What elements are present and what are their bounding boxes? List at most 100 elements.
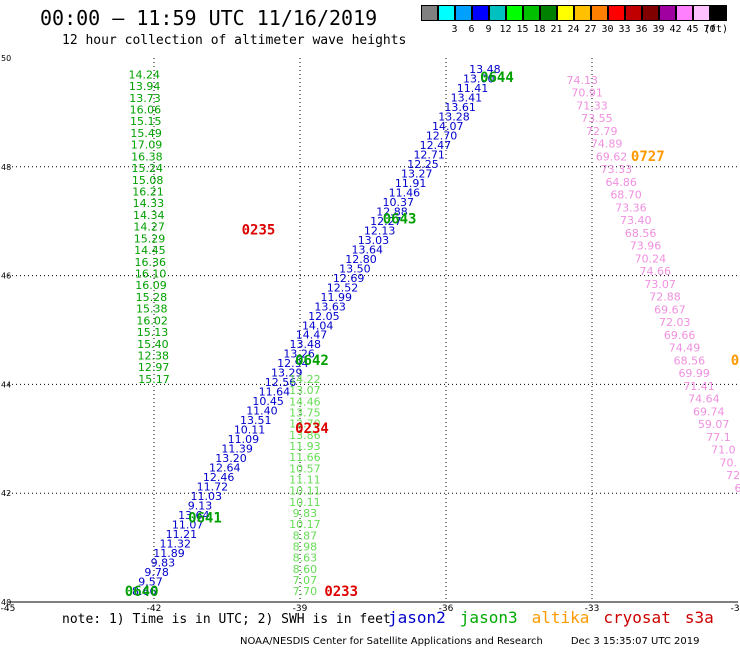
wave-height-value: 13.48 [469, 63, 501, 76]
wave-height-value: 68.56 [625, 227, 657, 240]
wave-height-value: 11.32 [159, 538, 191, 551]
wave-height-value: 13.86 [289, 429, 321, 442]
wave-height-value: 6 [735, 482, 740, 495]
wave-height-value: 14.07 [432, 120, 464, 133]
y-tick-label: 50 [1, 54, 11, 63]
wave-height-value: 8.63 [293, 552, 318, 565]
wave-height-value: 15.17 [138, 373, 170, 386]
pass-time-label: 0233 [324, 584, 358, 600]
wave-height-value: 16.36 [135, 256, 167, 269]
wave-height-value: 12.70 [426, 129, 458, 142]
legend-label: 39 [652, 24, 665, 35]
wave-height-value: 72.88 [649, 291, 681, 304]
wave-height-value: 13.64 [178, 509, 210, 522]
wave-height-value: 70. [720, 456, 738, 469]
legend-label: 42 [669, 24, 682, 35]
legend-swatch [455, 5, 472, 21]
wave-height-value: 10.11 [289, 485, 321, 498]
wave-height-value: 74.64 [688, 393, 720, 406]
page-subtitle: 12 hour collection of altimeter wave hei… [62, 33, 407, 48]
wave-height-value: 71.0 [711, 444, 736, 457]
wave-height-value: 7.70 [293, 585, 318, 598]
wave-height-value: 11.64 [259, 386, 291, 399]
wave-height-value: 13.03 [358, 234, 390, 247]
wave-height-value: 12.46 [203, 471, 235, 484]
wave-height-value: 11.39 [221, 443, 253, 456]
wave-height-value: 9.78 [144, 566, 169, 579]
wave-height-value: 9.83 [151, 557, 176, 570]
y-tick-label: 48 [1, 163, 11, 172]
page-title: 00:00 – 11:59 UTC 11/16/2019 [40, 6, 378, 30]
wave-height-value: 10.11 [234, 424, 266, 437]
x-tick-label: -33 [585, 604, 600, 614]
wave-height-value: 15.24 [132, 162, 164, 175]
wave-height-value: 72.03 [659, 316, 691, 329]
legend-swatch [574, 5, 591, 21]
wave-height-value: 9.57 [138, 576, 163, 589]
wave-height-value: 13.28 [438, 110, 470, 123]
wave-height-value: 74.49 [669, 342, 701, 355]
legend-swatch [642, 5, 659, 21]
wave-height-value: 72.79 [586, 125, 618, 138]
wave-height-value: 70.24 [635, 252, 667, 265]
legend-label: 30 [601, 24, 614, 35]
pass-time-label: 0727 [631, 149, 665, 165]
wave-height-value: 12.38 [138, 350, 170, 363]
wave-height-value: 15.29 [134, 232, 166, 245]
wave-height-value: 11.72 [197, 481, 229, 494]
wave-height-value: 11.07 [172, 519, 204, 532]
credit-line: NOAA/NESDIS Center for Satellite Applica… [240, 636, 699, 647]
pass-time-label: 0 [731, 353, 739, 369]
legend-swatch [421, 5, 438, 21]
wave-height-value: 70.91 [571, 87, 603, 100]
wave-height-value: 11.99 [321, 291, 353, 304]
wave-height-value: 69.62 [596, 150, 628, 163]
legend-label: 70 [703, 24, 716, 35]
legend-swatch [693, 5, 710, 21]
wave-height-value: 16.10 [135, 268, 167, 281]
color-legend: 3 6 9 12 15 18 21 24 27 30 33 36 39 42 45 70 (ft) [421, 4, 740, 36]
wave-height-value: 14.47 [296, 329, 328, 342]
legend-label: 24 [567, 24, 580, 35]
wave-height-value: 11.21 [166, 528, 198, 541]
wave-height-value: 14.24 [129, 68, 161, 81]
satellite-altika: altika [531, 608, 590, 627]
wave-height-value: 15.08 [132, 174, 164, 187]
wave-height-value: 8.98 [293, 540, 318, 553]
legend-swatch [557, 5, 574, 21]
wave-height-value: 10.11 [289, 496, 321, 509]
wave-height-value: 15.15 [130, 115, 162, 128]
wave-height-value: 72 [726, 469, 740, 482]
legend-label: 18 [533, 24, 546, 35]
wave-height-value: 13.00 [463, 72, 495, 85]
satellite-cryosat: cryosat [603, 608, 671, 627]
legend-swatch [540, 5, 557, 21]
wave-height-value: 68.56 [674, 354, 706, 367]
x-tick-label: -42 [147, 604, 162, 614]
wave-height-value: 11.89 [153, 547, 185, 560]
satellite-jason3: jason3 [459, 608, 518, 627]
legend-swatch [523, 5, 540, 21]
legend-unit: (ft) [704, 24, 729, 35]
legend-swatch [710, 5, 727, 21]
wave-height-value: 64.86 [605, 176, 637, 189]
legend-swatch [591, 5, 608, 21]
wave-height-value: 16.06 [130, 103, 162, 116]
legend-swatch [438, 5, 455, 21]
wave-height-value: 12.05 [308, 310, 340, 323]
x-tick-label: -39 [293, 604, 308, 614]
wave-height-value: 14.27 [133, 221, 165, 234]
legend-swatch [472, 5, 489, 21]
wave-height-value: 13.41 [451, 91, 483, 104]
wave-height-value: 11.46 [389, 186, 421, 199]
wave-height-value: 7.07 [293, 574, 318, 587]
wave-height-value: 69.66 [664, 329, 696, 342]
legend-label: 3 [451, 24, 458, 35]
wave-height-value: 14.04 [302, 319, 334, 332]
wave-height-value: 13.20 [215, 452, 247, 465]
wave-height-value: 13.29 [271, 367, 303, 380]
pass-time-label: 0235 [242, 222, 276, 238]
wave-height-value: 13.94 [129, 80, 161, 93]
wave-height-value: 12.27 [370, 215, 402, 228]
wave-height-value: 12.70 [289, 418, 321, 431]
